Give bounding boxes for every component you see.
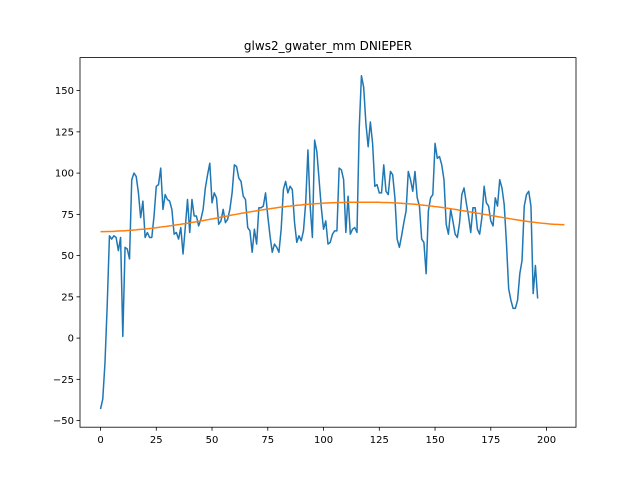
x-axis: 0 25 50 75 100 125 150 175 200 — [97, 427, 556, 446]
y-tick-label: 125 — [55, 127, 74, 138]
y-tick-label: 150 — [55, 86, 74, 97]
chart-title: glws2_gwater_mm DNIEPER — [244, 39, 412, 53]
y-tick-label: −50 — [53, 416, 74, 427]
x-tick-label: 200 — [537, 435, 556, 446]
x-tick-label: 0 — [97, 435, 103, 446]
y-axis: −50 −25 0 25 50 75 100 125 150 — [53, 86, 80, 427]
y-tick-label: 0 — [68, 334, 74, 345]
y-tick-label: 75 — [61, 210, 74, 221]
x-tick-label: 100 — [314, 435, 333, 446]
plot-area — [99, 75, 565, 410]
y-tick-label: −25 — [53, 375, 74, 386]
x-tick-label: 75 — [261, 435, 274, 446]
y-tick-label: 50 — [61, 251, 74, 262]
y-tick-label: 100 — [55, 169, 74, 180]
plot-frame — [79, 57, 577, 428]
x-tick-label: 50 — [206, 435, 219, 446]
y-tick-label: 25 — [61, 292, 74, 303]
series-line-2 — [100, 201, 565, 233]
x-tick-label: 150 — [426, 435, 445, 446]
x-tick-label: 125 — [370, 435, 389, 446]
x-tick-label: 175 — [481, 435, 500, 446]
x-tick-label: 25 — [150, 435, 163, 446]
